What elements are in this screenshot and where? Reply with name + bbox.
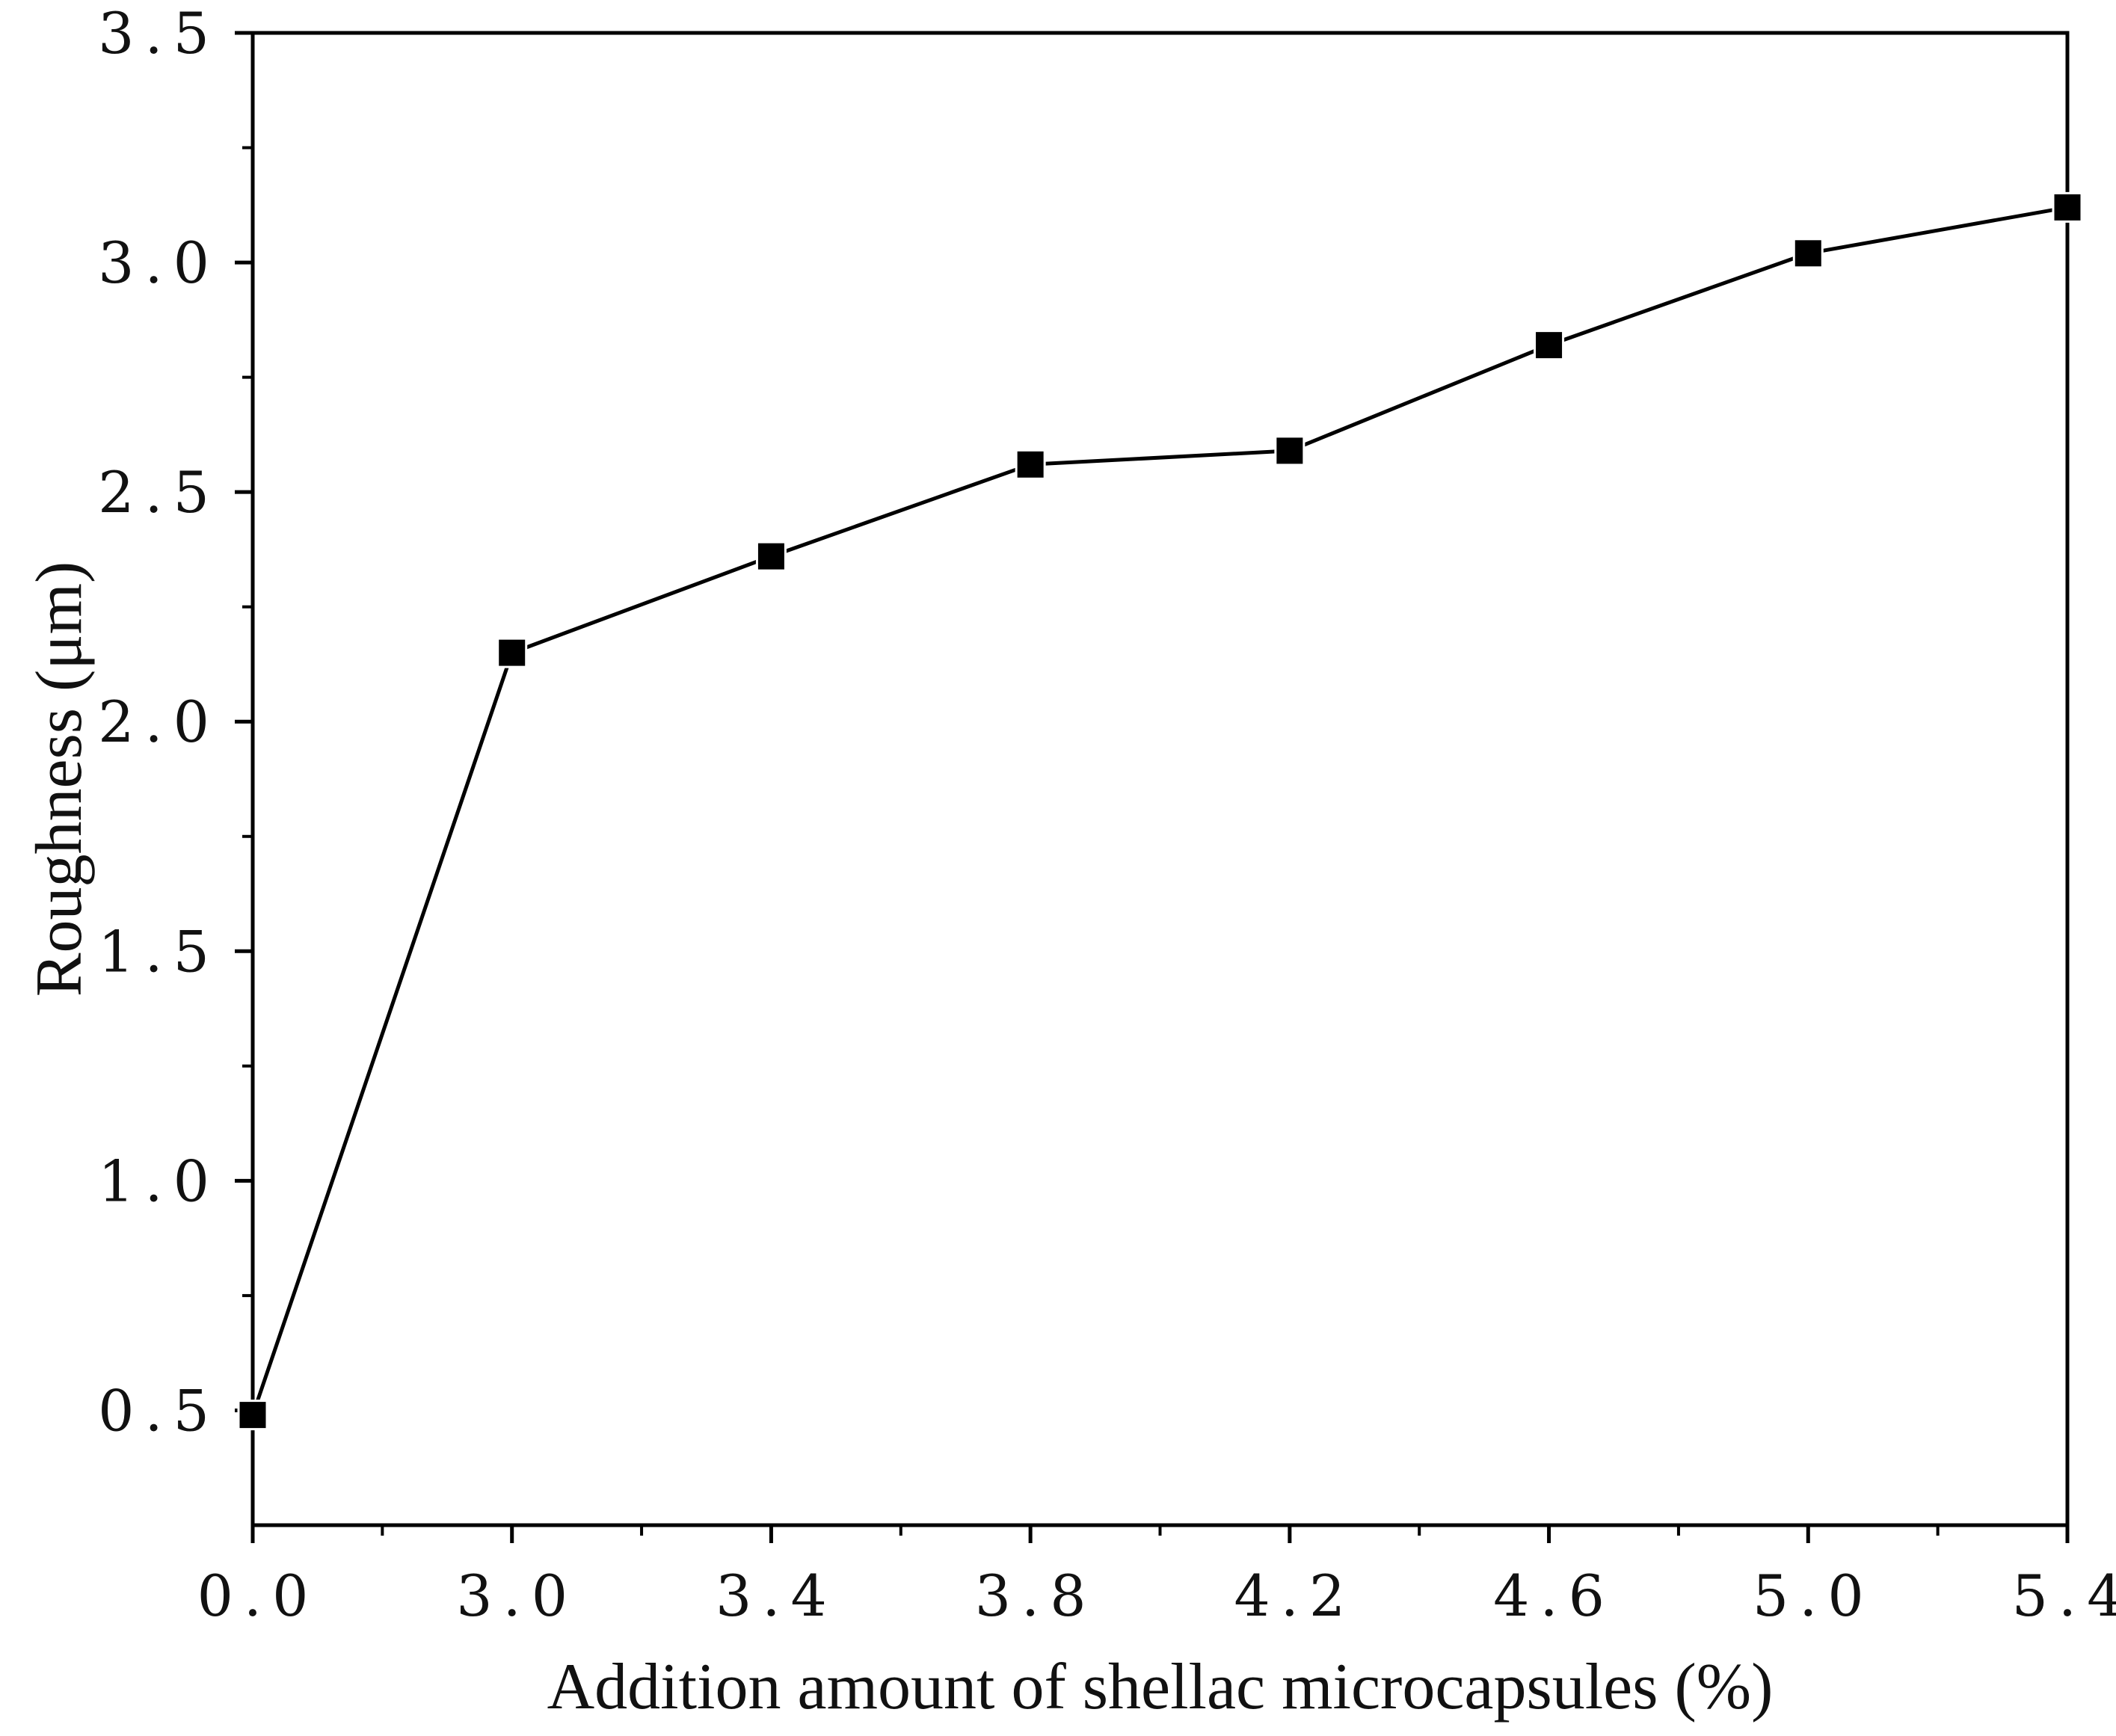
x-tick-label: 5.0	[1753, 1563, 1874, 1629]
x-tick-label: 3.0	[456, 1563, 578, 1629]
data-point-marker	[1792, 238, 1824, 269]
y-tick-label: 1.0	[98, 1148, 220, 1214]
data-point-marker	[755, 541, 787, 572]
data-point-marker	[2052, 191, 2083, 223]
x-tick-label: 0.0	[197, 1563, 319, 1629]
y-tick-label: 0.5	[98, 1377, 220, 1444]
x-tick-label: 4.2	[1234, 1563, 1356, 1629]
x-tick-label: 3.4	[716, 1563, 837, 1629]
x-axis-tick-labels: 0.0 3.0 3.4 3.8 4.2 4.6 5.0 5.4	[197, 1563, 2116, 1629]
roughness-series-line	[250, 205, 2068, 1416]
y-axis-tick-labels: 0.5 1.0 1.5 2.0 2.5 3.0 3.5	[98, 0, 220, 1444]
plot-area-frame	[250, 31, 2070, 1527]
y-tick-label: 3.5	[98, 0, 220, 67]
x-axis-title: Addition amount of shellac microcapsules…	[547, 1651, 1774, 1723]
x-tick-label: 3.8	[975, 1563, 1097, 1629]
data-point-marker	[237, 1400, 268, 1431]
data-point-markers	[237, 191, 2083, 1431]
y-tick-label: 1.5	[98, 918, 220, 985]
y-tick-label: 2.5	[98, 459, 220, 526]
y-tick-label: 3.0	[98, 230, 220, 296]
x-tick-label: 5.4	[2012, 1563, 2116, 1629]
data-point-marker	[1274, 435, 1305, 467]
y-tick-label: 2.0	[98, 689, 220, 755]
data-point-marker	[496, 637, 528, 668]
data-point-marker	[1015, 449, 1046, 480]
y-axis-title: Roughness (μm)	[23, 561, 96, 997]
data-point-marker	[1534, 330, 1565, 361]
x-tick-label: 4.6	[1493, 1563, 1615, 1629]
